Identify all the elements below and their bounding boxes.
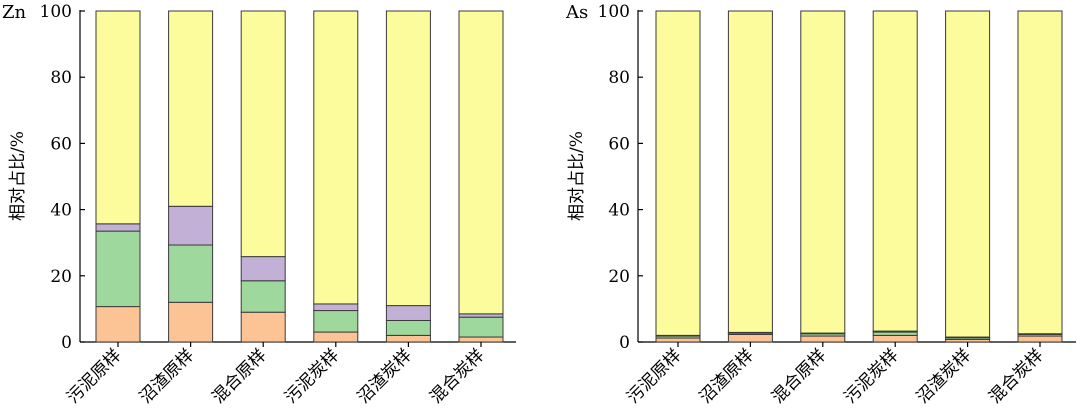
zn-y-tick-label: 20 xyxy=(50,267,72,287)
zn-bar-segment-3 xyxy=(168,205,214,246)
as-y-tick-label: 100 xyxy=(598,2,630,22)
zn-category-label: 污泥原样 xyxy=(63,345,125,407)
as-bar-segment-4 xyxy=(800,10,846,334)
as-bar-segment-4 xyxy=(655,10,701,336)
zn-bar-segment-4 xyxy=(95,10,141,225)
as-bar-segment-4 xyxy=(1017,10,1063,335)
zn-bar-segment-2 xyxy=(313,310,359,333)
zn-category-label: 沼渣炭样 xyxy=(354,345,416,407)
zn-y-tick-label: 0 xyxy=(61,333,72,353)
zn-bar-segment-4 xyxy=(458,10,504,315)
as-panel-label: As xyxy=(565,2,588,23)
zn-y-tick-label: 100 xyxy=(40,2,72,22)
zn-bar-segment-2 xyxy=(458,316,504,338)
as-category-label: 污泥炭样 xyxy=(841,345,903,407)
zn-y-axis-title: 相对占比/% xyxy=(8,131,28,221)
zn-bar-segment-2 xyxy=(385,319,431,336)
as-category-label: 混合原样 xyxy=(768,345,830,407)
as-bar-segment-4 xyxy=(727,10,773,333)
as-category-label: 沼渣炭样 xyxy=(913,345,975,407)
zn-bar-segment-1 xyxy=(240,311,286,343)
as-bar-segment-4 xyxy=(945,10,991,338)
as-y-tick-label: 60 xyxy=(608,134,630,154)
zn-bar-segment-1 xyxy=(385,334,431,343)
as-category-label: 沼渣原样 xyxy=(696,345,758,407)
zn-y-tick-label: 80 xyxy=(50,68,72,88)
as-y-tick-label: 20 xyxy=(608,267,630,287)
as-category-label: 污泥原样 xyxy=(623,345,685,407)
zn-bar-segment-1 xyxy=(168,301,214,343)
as-bar-segment-1 xyxy=(1017,335,1063,343)
zn-bar-segment-1 xyxy=(95,306,141,343)
zn-category-label: 混合炭样 xyxy=(426,345,488,407)
zn-bar-segment-3 xyxy=(385,305,431,321)
as-bar-segment-1 xyxy=(872,334,918,343)
zn-bar-segment-2 xyxy=(240,280,286,313)
zn-bar-segment-1 xyxy=(458,336,504,343)
zn-bar-segment-3 xyxy=(313,303,359,312)
as-y-tick-label: 40 xyxy=(608,201,630,221)
as-y-axis-title: 相对占比/% xyxy=(567,131,587,221)
as-bar-segment-1 xyxy=(727,333,773,343)
zn-bar-segment-4 xyxy=(168,10,214,207)
as-bar-segment-4 xyxy=(872,10,918,332)
zn-bar-segment-4 xyxy=(240,10,286,258)
zn-bar-segment-1 xyxy=(313,331,359,343)
zn-bar-segment-2 xyxy=(168,244,214,303)
as-y-tick-label: 0 xyxy=(619,333,630,353)
as-y-tick-label: 80 xyxy=(608,68,630,88)
zn-y-tick-label: 60 xyxy=(50,134,72,154)
zn-bar-segment-4 xyxy=(385,10,431,307)
zn-chart-panel: Zn 相对占比/% 0 20 40 60 80 100 污泥原样 沼渣原样 混合原样 污泥炭样 沼渣… xyxy=(2,2,516,408)
zn-category-label: 混合原样 xyxy=(209,345,271,407)
as-chart-panel: As 相对占比/% 0 20 40 60 80 100 污泥原样 沼渣原样 混合原样 污泥炭样 沼渣… xyxy=(565,2,1076,408)
as-bar-segment-1 xyxy=(800,335,846,343)
zn-category-label: 沼渣原样 xyxy=(136,345,198,407)
zn-panel-label: Zn xyxy=(2,2,27,23)
as-bar-segment-1 xyxy=(655,337,701,343)
zn-category-label: 污泥炭样 xyxy=(281,345,343,407)
zn-bar-segment-3 xyxy=(240,256,286,282)
zn-bar-segment-2 xyxy=(95,230,141,308)
zn-bar-segment-3 xyxy=(95,223,141,232)
zn-y-tick-label: 40 xyxy=(50,201,72,221)
zn-bar-segment-4 xyxy=(313,10,359,305)
as-category-label: 混合炭样 xyxy=(985,345,1047,407)
